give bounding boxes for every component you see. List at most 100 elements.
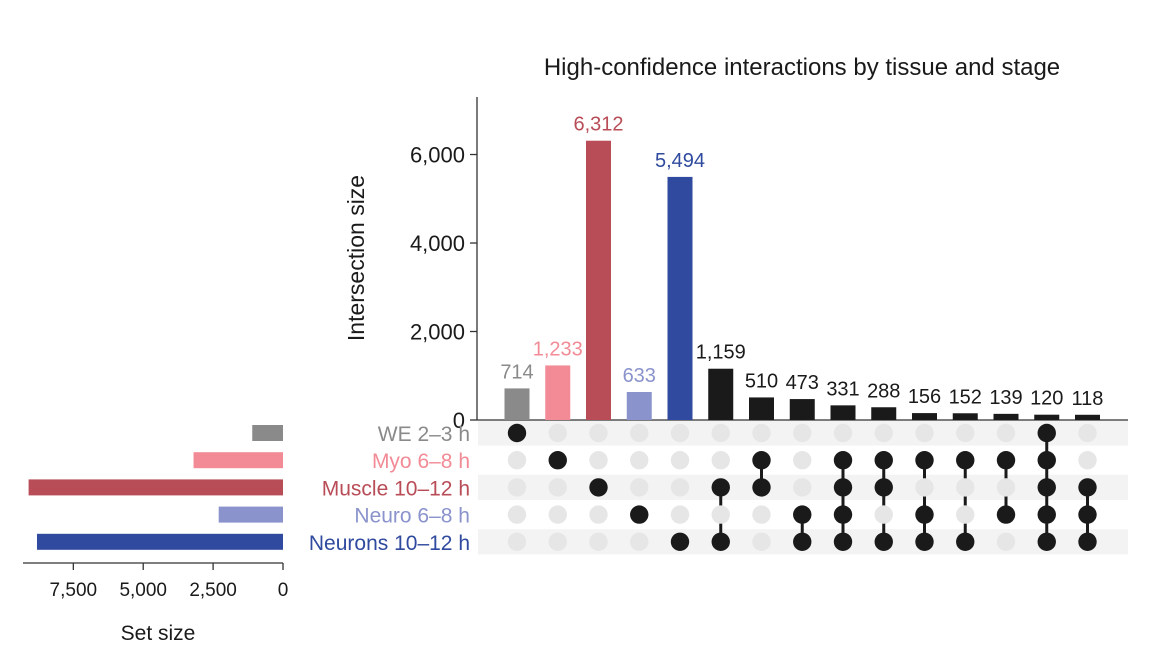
matrix-dot-inactive [589, 505, 608, 524]
matrix-dot-active [670, 532, 690, 551]
matrix-dot-active [1078, 532, 1097, 551]
set-label-neurons-10-12-h: Neurons 10–12 h [309, 532, 470, 555]
bar-5494 [667, 176, 693, 420]
matrix-dot-active [833, 451, 853, 470]
y-axis: 0 2,000 4,000 6,000 [410, 97, 1128, 433]
matrix-dot-inactive [507, 478, 527, 497]
set-labels: WE 2–3 h Myo 6–8 h Muscle 10–12 h Neuro 6–8… [309, 423, 470, 555]
matrix-dot-active [833, 532, 853, 551]
bar-label: 1,233 [533, 338, 583, 360]
matrix-dot-active [996, 505, 1016, 524]
bar-1233 [545, 365, 571, 420]
bar-288 [871, 407, 897, 420]
matrix-dot-active [956, 451, 975, 470]
bar-label: 118 [1072, 388, 1104, 410]
set-size-tick-label: 5,000 [119, 580, 167, 601]
bar-510 [749, 397, 774, 420]
bar-label: 473 [786, 372, 819, 394]
matrix-dot-inactive [589, 451, 608, 470]
bar-label: 156 [908, 386, 941, 408]
set-bar-we-2-3-h [252, 425, 283, 441]
matrix-dot-inactive [793, 451, 812, 470]
matrix-dot-inactive [548, 505, 567, 524]
matrix-dot-active [1078, 478, 1097, 497]
y-tick-label: 4,000 [410, 231, 465, 256]
y-tick-label: 2,000 [410, 320, 465, 345]
set-size-tick-label: 2,500 [189, 580, 237, 601]
matrix-dot-inactive [507, 505, 527, 524]
matrix-dot-active [915, 451, 934, 470]
matrix-dot-inactive [630, 532, 649, 551]
bar-label: 288 [867, 380, 900, 402]
set-size-axis: 7,500 5,000 2,500 0 [23, 562, 288, 601]
matrix-dot-inactive [630, 478, 649, 497]
matrix-dot-inactive [507, 532, 527, 551]
set-label-neuro-6-8-h: Neuro 6–8 h [354, 505, 470, 528]
bar-120 [1034, 414, 1060, 420]
set-bar-myo-6-8-h [193, 452, 283, 469]
matrix-dot-active [833, 478, 853, 497]
bar-152 [952, 413, 978, 420]
bar-1159 [708, 368, 734, 420]
matrix-dot-active [752, 478, 771, 497]
matrix-dot-inactive [752, 505, 771, 524]
matrix-dot-inactive [670, 451, 690, 470]
set-label-myo-6-8-h: Myo 6–8 h [372, 450, 470, 473]
matrix-dot-active [1037, 423, 1056, 443]
matrix-dot-inactive [548, 532, 567, 551]
matrix-dot-active [1037, 451, 1056, 470]
matrix-dot-inactive [956, 505, 975, 524]
matrix-dot-active [956, 532, 975, 551]
matrix-dot-active [752, 451, 771, 470]
matrix-dot-inactive [874, 505, 893, 524]
matrix-dot-active [833, 505, 853, 524]
matrix-dot-inactive [507, 451, 527, 470]
matrix-dot-inactive [548, 478, 567, 497]
matrix-dot-active [1078, 505, 1097, 524]
intersection-bars [504, 140, 1100, 420]
matrix-dot-active [1037, 532, 1056, 551]
matrix-dot-inactive [996, 423, 1016, 443]
matrix-dot-inactive [996, 532, 1016, 551]
matrix-dot-active [793, 505, 812, 524]
bar-label: 5,494 [655, 150, 705, 172]
matrix-dot-active [630, 505, 649, 524]
bar-139 [993, 413, 1019, 420]
matrix-dot-inactive [956, 478, 975, 497]
matrix-dot-inactive [670, 478, 690, 497]
bar-label: 1,159 [696, 342, 746, 364]
bar-label: 6,312 [573, 114, 623, 136]
matrix-dot-active [711, 532, 730, 551]
matrix-dot-inactive [630, 451, 649, 470]
matrix-dot-inactive [915, 478, 934, 497]
bar-6312 [586, 140, 611, 420]
bar-714 [504, 388, 530, 420]
matrix-dot-active [1037, 478, 1056, 497]
bar-label: 120 [1030, 388, 1063, 410]
matrix-dot-inactive [1078, 423, 1097, 443]
matrix-dot-inactive [1078, 451, 1097, 470]
set-bar-neurons-10-12-h [36, 533, 284, 550]
bar-156 [912, 413, 937, 420]
bar-label: 510 [745, 370, 778, 392]
matrix-dot-inactive [752, 532, 771, 551]
matrix-dot-active [915, 532, 934, 551]
matrix-dot-active [548, 451, 567, 470]
set-size-tick-label: 7,500 [50, 580, 98, 601]
matrix-dot-inactive [589, 423, 608, 443]
bar-331 [830, 405, 856, 420]
bar-label: 714 [500, 361, 533, 383]
matrix-dot-inactive [915, 423, 934, 443]
matrix-dot-active [996, 451, 1016, 470]
matrix-dot-active [793, 532, 812, 551]
matrix-dot-active [874, 451, 893, 470]
matrix-dot-inactive [548, 423, 567, 443]
matrix-dot-active [915, 505, 934, 524]
bar-label: 152 [949, 386, 982, 408]
set-label-muscle-10-12-h: Muscle 10–12 h [322, 477, 470, 500]
matrix-dot-inactive [793, 423, 812, 443]
chart-title: High-confidence interactions by tissue a… [544, 54, 1060, 81]
matrix-dot-inactive [996, 478, 1016, 497]
y-tick-label: 6,000 [410, 143, 465, 168]
